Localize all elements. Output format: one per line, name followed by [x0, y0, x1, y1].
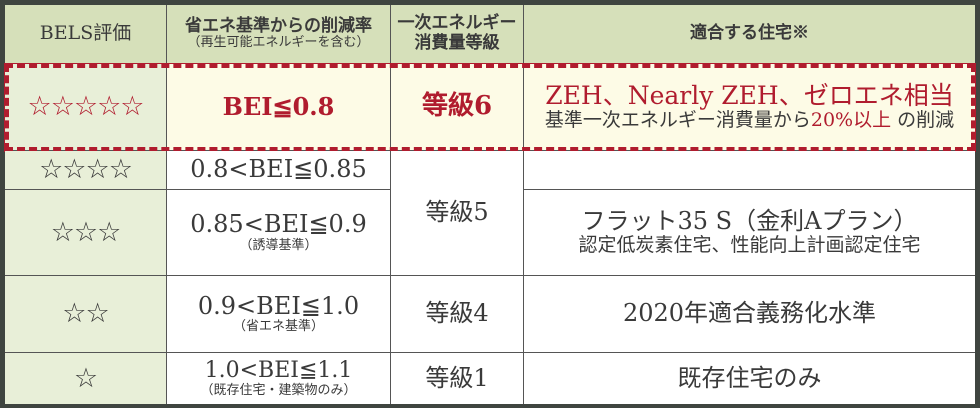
housing-row-3: フラット35 S（金利Aプラン） 認定低炭素住宅、性能向上計画認定住宅 [524, 190, 975, 276]
header-reduction-note: （再生可能エネルギーを含む） [187, 35, 370, 51]
header-grade-line1: 一次エネルギー [397, 13, 517, 34]
housing-label: 2020年適合義務化水準 [622, 299, 877, 328]
grade-label: 等級5 [425, 198, 489, 227]
header-housing-label: 適合する住宅※ [690, 23, 809, 44]
grade-row-1: 等級6 [391, 64, 524, 151]
grade-label: 等級4 [425, 299, 489, 328]
bei-note: （省エネ基準） [232, 319, 324, 335]
stars-label: ☆☆ [62, 298, 109, 330]
housing-label: ZEH、Nearly ZEH、ゼロエネ相当 [545, 80, 954, 110]
housing-row-2-empty [524, 151, 975, 190]
header-rating: BELS評価 [5, 5, 167, 64]
stars-label: ☆ [73, 362, 98, 394]
grade-label: 等級6 [421, 91, 493, 122]
bei-label: 0.85<BEI≦0.9 [190, 210, 367, 239]
housing-label: フラット35 S（金利Aプラン） [581, 206, 918, 235]
header-grade-line2: 消費量等級 [414, 33, 500, 53]
bei-row-2: 0.8<BEI≦0.85 [167, 151, 391, 190]
housing-sub: 基準一次エネルギー消費量から20%以上 の削減 [545, 110, 954, 132]
housing-row-1: ZEH、Nearly ZEH、ゼロエネ相当 基準一次エネルギー消費量から20%以… [524, 64, 975, 151]
housing-sub-highlight: 20%以上 [810, 109, 892, 132]
bei-label: 0.9<BEI≦1.0 [197, 291, 360, 320]
header-housing: 適合する住宅※ [524, 5, 975, 64]
housing-row-4: 2020年適合義務化水準 [524, 276, 975, 353]
header-rating-label: BELS評価 [39, 22, 132, 45]
rating-1-star: ☆ [5, 353, 167, 404]
rating-5-stars: ☆☆☆☆☆ [5, 64, 167, 151]
housing-sub-a: 基準一次エネルギー消費量から [544, 109, 811, 132]
bei-label: BEI≦0.8 [222, 92, 335, 122]
bels-table: BELS評価 省エネ基準からの削減率 （再生可能エネルギーを含む） 一次エネルギ… [4, 5, 976, 404]
housing-label: 既存住宅のみ [677, 363, 822, 392]
housing-sub-c: の削減 [891, 109, 955, 132]
bei-row-5: 1.0<BEI≦1.1 （既存住宅・建築物のみ） [167, 353, 391, 404]
bei-note: （既存住宅・建築物のみ） [200, 382, 357, 398]
header-reduction-label: 省エネ基準からの削減率 [185, 15, 372, 36]
grade-label: 等級1 [425, 363, 489, 392]
housing-row-5: 既存住宅のみ [524, 353, 975, 404]
bei-row-3: 0.85<BEI≦0.9 （誘導基準） [167, 190, 391, 276]
bei-row-4: 0.9<BEI≦1.0 （省エネ基準） [167, 276, 391, 353]
rating-2-stars: ☆☆ [5, 276, 167, 353]
bei-row-1: BEI≦0.8 [167, 64, 391, 151]
bei-note: （誘導基準） [239, 237, 318, 253]
rating-3-stars: ☆☆☆ [5, 190, 167, 276]
bei-label: 0.8<BEI≦0.85 [190, 155, 367, 184]
header-reduction: 省エネ基準からの削減率 （再生可能エネルギーを含む） [167, 5, 391, 64]
bei-label: 1.0<BEI≦1.1 [204, 358, 353, 384]
housing-sub: 認定低炭素住宅、性能向上計画認定住宅 [578, 234, 921, 257]
stars-label: ☆☆☆ [50, 216, 122, 248]
rating-4-stars: ☆☆☆☆ [5, 151, 167, 190]
header-grade: 一次エネルギー 消費量等級 [391, 5, 524, 64]
grade-row-4: 等級4 [391, 276, 524, 353]
stars-label: ☆☆☆☆☆ [27, 91, 144, 123]
grade-row-5: 等級1 [391, 353, 524, 404]
grade-row-2-3: 等級5 [391, 151, 524, 276]
stars-label: ☆☆☆☆ [39, 154, 133, 186]
